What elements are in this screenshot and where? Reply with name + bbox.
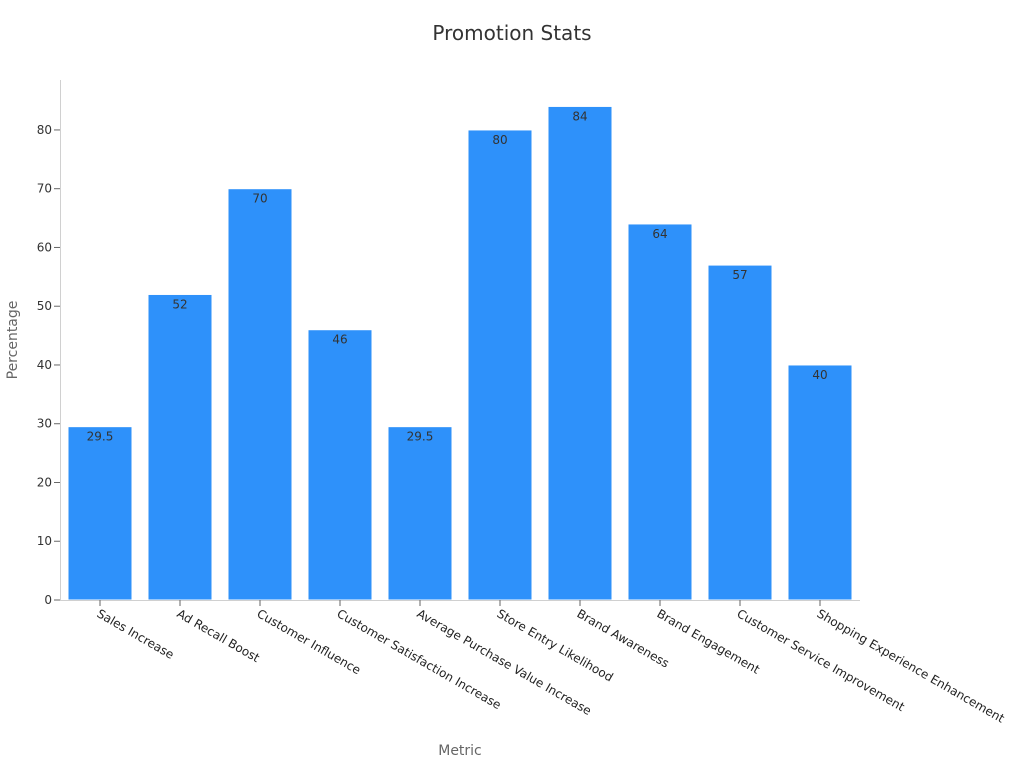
bar — [227, 188, 293, 601]
bar — [307, 329, 373, 601]
y-tick-label: 30 — [37, 417, 52, 431]
x-tick-label: Customer Satisfaction Increase — [335, 606, 504, 712]
bar-value-label: 80 — [492, 133, 507, 147]
bar-value-label: 40 — [812, 368, 827, 382]
chart-title: Promotion Stats — [432, 21, 591, 45]
x-axis-title: Metric — [438, 743, 482, 759]
bar-value-label: 84 — [572, 109, 587, 123]
y-tick-label: 20 — [37, 475, 52, 489]
bar-value-label: 29.5 — [87, 430, 114, 444]
bar — [787, 364, 853, 601]
y-tick-label: 40 — [37, 358, 52, 372]
bar — [707, 264, 773, 601]
bar — [147, 293, 213, 601]
bar-value-label: 64 — [652, 227, 667, 241]
y-tick-label: 60 — [37, 240, 52, 254]
y-tick-label: 10 — [37, 534, 52, 548]
y-axis-ticks: 0 10 20 30 40 50 60 70 80 — [37, 123, 60, 607]
y-tick-label: 80 — [37, 123, 52, 137]
bar — [627, 223, 693, 601]
bars-group — [67, 105, 853, 601]
bar-value-label: 29.5 — [407, 430, 434, 444]
y-tick-label: 0 — [44, 593, 52, 607]
x-tick-label: Sales Increase — [95, 606, 177, 661]
bar — [547, 105, 613, 601]
bar — [387, 426, 453, 601]
y-tick-label: 50 — [37, 299, 52, 313]
bar-labels-group: 29.5 52 70 46 29.5 80 84 64 57 40 — [87, 109, 828, 443]
y-axis-title: Percentage — [5, 301, 21, 380]
bar — [67, 426, 133, 601]
x-tick-label: Ad Recall Boost — [175, 606, 263, 665]
bar-value-label: 57 — [732, 268, 747, 282]
x-tick-label: Customer Service Improvement — [735, 606, 908, 714]
bar — [467, 129, 533, 601]
bar-value-label: 52 — [172, 297, 187, 311]
bar-value-label: 46 — [332, 333, 347, 347]
bar-value-label: 70 — [252, 192, 267, 206]
y-tick-label: 70 — [37, 182, 52, 196]
